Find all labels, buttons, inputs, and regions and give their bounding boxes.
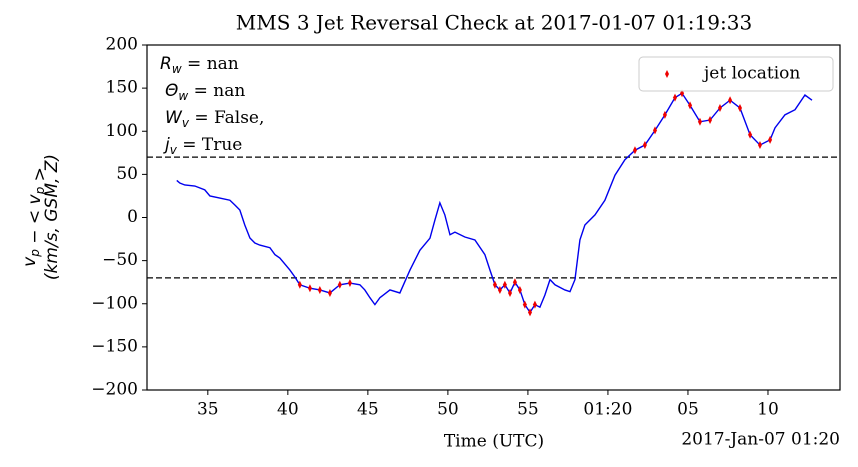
y-tick-label: 0 xyxy=(127,207,138,227)
x-offset-label: 2017-Jan-07 01:20 xyxy=(681,430,840,450)
data-line xyxy=(176,92,813,314)
jet-marker xyxy=(522,300,527,309)
y-label-part: v xyxy=(20,256,40,267)
jet-marker xyxy=(768,135,773,144)
x-axis-label: Time (UTC) xyxy=(444,432,544,452)
legend-marker xyxy=(665,70,669,78)
jet-marker xyxy=(697,117,702,126)
annotation-text: = True xyxy=(177,135,243,155)
jet-marker xyxy=(527,308,532,317)
annotation-symbol: Θ xyxy=(165,81,178,101)
jet-marker xyxy=(737,103,742,112)
annotation-symbol: R xyxy=(160,54,172,74)
x-tick-label: 50 xyxy=(437,400,459,420)
chart-title: MMS 3 Jet Reversal Check at 2017-01-07 0… xyxy=(236,11,752,35)
jet-marker xyxy=(662,110,667,119)
y-label-subscript: p xyxy=(33,186,47,195)
jet-marker xyxy=(652,126,657,135)
jet-marker xyxy=(672,93,677,102)
annotation-subscript: v xyxy=(170,143,178,157)
x-tick-label: 35 xyxy=(197,400,219,420)
jet-marker xyxy=(327,288,332,297)
jet-marker xyxy=(757,141,762,150)
y-tick-label: 100 xyxy=(106,121,138,141)
jet-marker xyxy=(492,280,497,289)
jet-marker xyxy=(347,279,352,288)
jet-marker xyxy=(512,278,517,287)
jet-marker xyxy=(307,284,312,293)
y-label-subscript: p xyxy=(28,249,42,258)
legend-label: jet location xyxy=(702,64,800,84)
annotation-subscript: v xyxy=(182,116,190,130)
annotation-text: = nan xyxy=(188,81,245,101)
annotation: Wv = False, xyxy=(165,108,264,130)
x-tick-label: 01:20 xyxy=(583,400,632,420)
x-tick-label: 40 xyxy=(277,400,299,420)
x-tick-label: 05 xyxy=(677,400,699,420)
annotation-symbol: j xyxy=(163,135,170,155)
annotation-symbol: W xyxy=(165,108,183,128)
legend-box xyxy=(638,56,834,92)
y-label-part: − < v xyxy=(25,193,45,249)
y-tick-label: 150 xyxy=(106,78,138,98)
jet-marker xyxy=(632,146,637,155)
jet-marker xyxy=(517,285,522,294)
plot-frame xyxy=(146,44,841,391)
y-tick-label: −50 xyxy=(102,250,138,270)
y-tick-label: −200 xyxy=(91,380,138,400)
jet-marker xyxy=(297,280,302,289)
annotation: Θw = nan xyxy=(165,81,245,103)
jet-marker xyxy=(507,288,512,297)
annotation-text: = nan xyxy=(182,54,239,74)
y-tick-label: 200 xyxy=(106,35,138,55)
y-axis-label-line1: vp − < vp > xyxy=(20,167,50,267)
x-tick-label: 55 xyxy=(517,400,539,420)
x-tick-label: 45 xyxy=(357,400,379,420)
y-label-part: > xyxy=(30,167,50,187)
jet-marker xyxy=(337,280,342,289)
annotation-subscript: w xyxy=(172,62,182,76)
jet-marker xyxy=(532,300,537,309)
annotation-subscript: w xyxy=(178,89,188,103)
y-axis-label-line2: (km/s, GSM, Z) xyxy=(42,154,62,280)
y-tick-label: −150 xyxy=(91,336,138,356)
annotation: jv = True xyxy=(163,135,242,157)
jet-marker xyxy=(317,285,322,294)
jet-marker xyxy=(748,130,753,139)
annotation-text: = False, xyxy=(189,108,264,128)
y-tick-label: −100 xyxy=(91,293,138,313)
jet-marker xyxy=(708,116,713,125)
annotation: Rw = nan xyxy=(160,54,239,76)
y-axis-label: vp − < vp >(km/s, GSM, Z) xyxy=(20,154,62,280)
jet-marker xyxy=(728,96,733,105)
jet-marker xyxy=(717,103,722,112)
jet-marker xyxy=(497,285,502,294)
y-tick-label: 50 xyxy=(116,164,138,184)
jet-marker xyxy=(642,141,647,150)
jet-marker xyxy=(688,101,693,110)
x-tick-label: 10 xyxy=(757,400,779,420)
jet-marker xyxy=(502,280,507,289)
